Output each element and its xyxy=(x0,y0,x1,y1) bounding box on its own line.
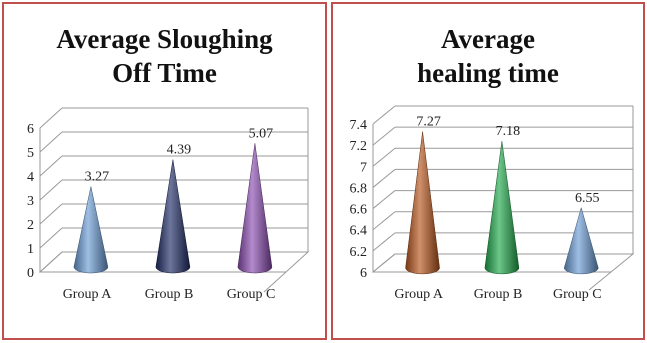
value-label: 7.18 xyxy=(496,124,521,139)
y-tick-label: 1 xyxy=(27,242,34,257)
gridline-side xyxy=(372,190,396,209)
y-tick-label: 7.2 xyxy=(350,139,368,154)
cone-mark xyxy=(405,131,440,275)
y-tick-label: 6.6 xyxy=(350,203,368,218)
value-label: 4.39 xyxy=(167,143,192,158)
gridline-side xyxy=(372,147,396,167)
y-tick-label: 6.2 xyxy=(350,245,368,260)
y-tick-label: 3 xyxy=(27,194,34,209)
category-label: Group B xyxy=(145,287,194,302)
gridline-side xyxy=(372,232,396,252)
gridline-side xyxy=(372,126,396,146)
gridline-side xyxy=(372,105,396,125)
cone-mark xyxy=(484,141,520,275)
sloughing-chart-panel: Average Sloughing Off Time 0 1 2 3 4 5 6 3.27 Gr… xyxy=(2,2,327,340)
value-label: 3.27 xyxy=(85,170,110,185)
gridline-side xyxy=(39,155,63,177)
value-label: 7.27 xyxy=(416,115,441,130)
chart-title: Average healing time xyxy=(417,24,559,88)
cone-mark xyxy=(73,186,109,274)
y-tick-label: 6 xyxy=(27,122,34,137)
y-tick-label: 7 xyxy=(360,160,367,175)
category-label: Group A xyxy=(63,287,113,302)
sloughing-chart-plot: 0 1 2 3 4 5 6 3.27 Group A 4.39 Group B 5.07 Group C xyxy=(27,107,310,302)
y-tick-label: 0 xyxy=(27,266,34,281)
value-label: 6.55 xyxy=(575,191,600,206)
gridline-side xyxy=(39,203,63,225)
category-label: Group C xyxy=(227,287,276,302)
chart-title: Average Sloughing Off Time xyxy=(56,24,273,88)
floor-edge xyxy=(263,271,287,293)
y-tick-label: 5 xyxy=(27,146,34,161)
healing-chart-plot: 6 6.2 6.4 6.6 6.8 7 7.2 7.4 7.27 Group A 7.18 Group… xyxy=(350,105,635,302)
gridline-side xyxy=(372,211,396,231)
y-tick-label: 4 xyxy=(27,170,34,185)
category-label: Group B xyxy=(474,287,523,302)
healing-chart-panel: Average healing time 6 6.2 6.4 6.6 6.8 7 7.2 7.… xyxy=(331,2,645,340)
gridline-side xyxy=(39,107,63,129)
cone-mark xyxy=(155,159,191,274)
y-tick-label: 7.4 xyxy=(350,118,368,133)
gridline-side xyxy=(39,179,63,201)
floor xyxy=(38,251,310,273)
y-tick-label: 6.4 xyxy=(350,224,368,239)
category-label: Group C xyxy=(553,287,602,302)
gridline-side xyxy=(39,131,63,153)
gridline-side xyxy=(39,227,63,249)
y-tick-label: 6.8 xyxy=(350,181,368,196)
gridline-side xyxy=(372,169,396,188)
floor-edge xyxy=(588,271,612,291)
y-tick-label: 6 xyxy=(360,266,367,281)
category-label: Group A xyxy=(394,287,444,302)
floor xyxy=(371,253,635,273)
cone-mark xyxy=(237,143,273,274)
y-tick-label: 2 xyxy=(27,218,34,233)
cone-mark xyxy=(563,206,599,275)
value-label: 5.07 xyxy=(249,126,274,141)
